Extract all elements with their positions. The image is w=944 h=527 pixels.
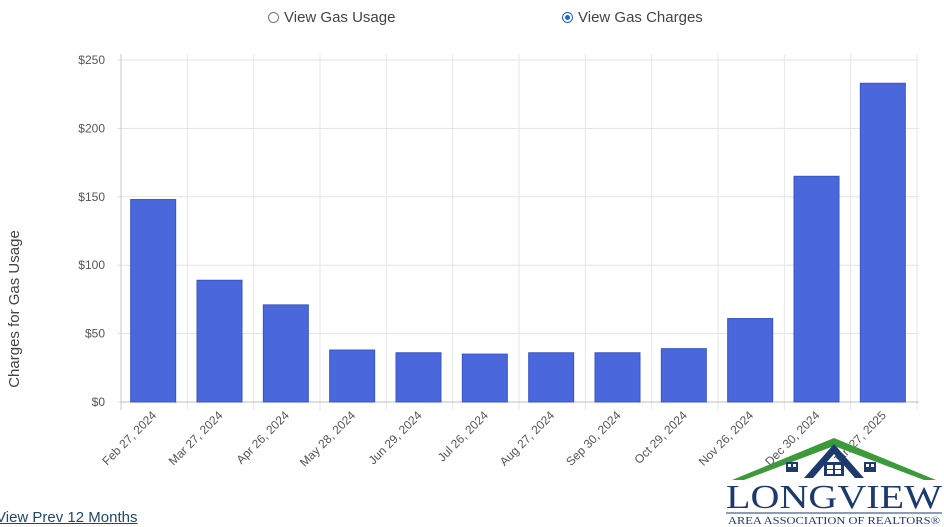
gas-charges-label: View Gas Charges bbox=[578, 8, 703, 26]
bar bbox=[859, 82, 906, 403]
bar bbox=[461, 353, 508, 403]
bar bbox=[329, 349, 376, 403]
y-tick-label: $150 bbox=[78, 190, 105, 204]
bar bbox=[660, 348, 707, 403]
x-tick-label: Sep 30, 2024 bbox=[563, 408, 624, 469]
logo-tagline: AREA ASSOCIATION OF REALTORS® bbox=[728, 516, 940, 527]
logo-wordmark: LONGVIEW bbox=[726, 479, 943, 516]
view-prev-12-months-link[interactable]: View Prev 12 Months bbox=[0, 509, 138, 526]
gas-usage-radio[interactable] bbox=[268, 11, 279, 23]
y-tick-label: $0 bbox=[92, 395, 106, 409]
x-tick-label: Mar 27, 2024 bbox=[166, 408, 226, 468]
house-roof-icon bbox=[732, 438, 936, 480]
x-tick-label: May 28, 2024 bbox=[297, 408, 359, 470]
y-tick-label: $50 bbox=[85, 327, 105, 341]
y-axis-label: Charges for Gas Usage bbox=[6, 230, 23, 388]
gas-charges-radio[interactable] bbox=[562, 11, 573, 23]
x-tick-label: Apr 26, 2024 bbox=[233, 408, 292, 467]
y-tick-label: $200 bbox=[78, 121, 105, 135]
view-gas-charges-option[interactable]: View Gas Charges bbox=[562, 7, 703, 27]
x-tick-label: Jul 26, 2024 bbox=[435, 408, 491, 464]
bar bbox=[262, 304, 309, 403]
x-tick-label: Feb 27, 2024 bbox=[99, 408, 159, 468]
view-gas-usage-option[interactable]: View Gas Usage bbox=[268, 7, 395, 27]
x-tick-label: Oct 29, 2024 bbox=[631, 408, 690, 467]
gas-charges-chart: $0 $50 $100 $150 $200 $250 Feb 27, 2024 Mar 27,… bbox=[6, 53, 919, 470]
bar bbox=[793, 175, 840, 403]
x-tick-label: Aug 27, 2024 bbox=[497, 408, 558, 469]
y-tick-label: $250 bbox=[78, 53, 105, 67]
bar bbox=[528, 352, 575, 403]
bar bbox=[196, 279, 243, 403]
bar bbox=[130, 199, 177, 403]
y-tick-label: $100 bbox=[78, 258, 105, 272]
longview-realtors-logo: LONGVIEW AREA ASSOCIATION OF REALTORS® bbox=[726, 438, 943, 527]
bar bbox=[594, 352, 641, 403]
bar bbox=[395, 352, 442, 403]
x-tick-label: Jun 29, 2024 bbox=[366, 408, 425, 467]
bar bbox=[727, 318, 774, 403]
gas-usage-label: View Gas Usage bbox=[284, 8, 396, 26]
